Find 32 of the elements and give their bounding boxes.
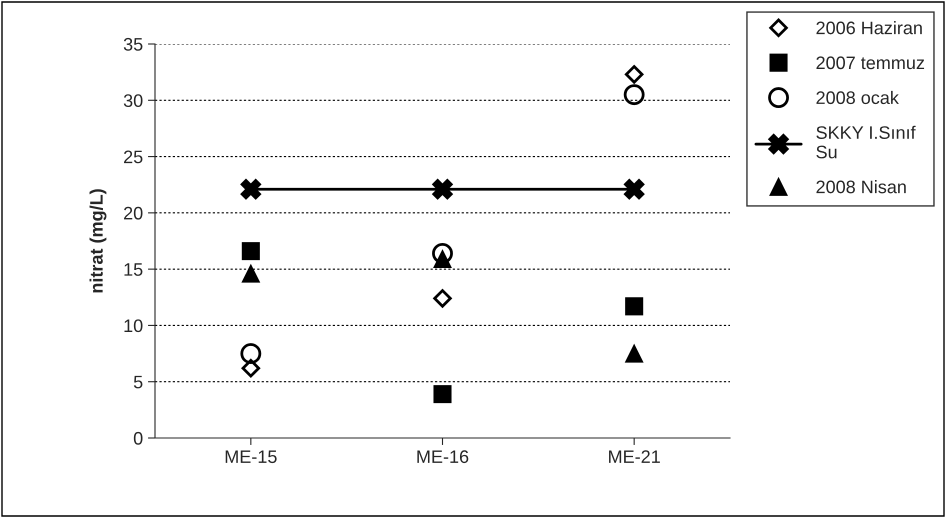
point [624,84,645,106]
y-tick-label: 15 [124,263,142,276]
y-tick-label: 35 [124,38,142,51]
legend-label: 2008 ocak [816,90,899,104]
point [240,343,262,364]
point [242,242,260,260]
point [433,250,452,268]
point [625,297,644,316]
point [242,358,260,378]
point [624,65,644,84]
y-axis-title: nitrat (mg/L) [90,189,106,292]
legend-label: 2008 Nisan [816,180,906,194]
point [240,178,262,200]
y-tick-label: 25 [124,150,142,164]
y-tick-label: 0 [134,432,142,445]
point [432,178,453,200]
legend-label: 2007 temmuz [816,56,924,70]
x-tick-label: ME-16 [417,450,468,464]
legend-label: 2006 Haziran [816,21,922,34]
point [242,264,260,283]
point [432,242,453,264]
y-tick-label: 5 [134,376,142,388]
point [625,344,644,363]
legend-label: SKKY I.Sınıf Su [816,126,916,158]
point [433,385,452,404]
y-tick-label: 20 [124,206,142,220]
y-tick-label: 30 [124,94,142,108]
y-tick-label: 10 [124,319,142,332]
x-tick-label: ME-15 [226,450,277,464]
point [624,178,645,200]
x-tick-label: ME-21 [609,450,660,463]
point [433,289,452,308]
